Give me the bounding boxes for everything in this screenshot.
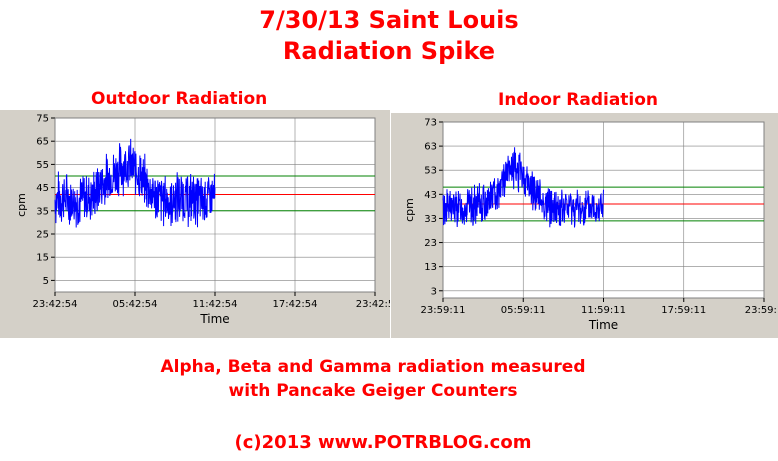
y-tick-label: 53 xyxy=(424,166,437,177)
y-tick-label: 5 xyxy=(43,276,49,287)
y-axis-label: cpm xyxy=(403,198,416,222)
footer-copyright: (c)2013 www.POTRBLOG.com xyxy=(234,432,532,453)
y-tick-label: 33 xyxy=(424,214,437,225)
y-tick-label: 35 xyxy=(36,206,49,217)
x-tick-label: 17:42:54 xyxy=(273,299,318,310)
y-tick-label: 13 xyxy=(424,262,437,273)
indoor-chart: 3 13 23 33 43 53 63 73 23:59:11 05:59:11 11:59:11 1… xyxy=(403,118,778,333)
series-line xyxy=(442,147,604,228)
x-tick-label: 11:42:54 xyxy=(193,299,238,310)
indoor-chart-panel: 3 13 23 33 43 53 63 73 23:59:11 05:59:11 11:59:11 1… xyxy=(391,113,778,338)
outdoor-chart-title: Outdoor Radiation xyxy=(91,89,268,109)
y-tick-label: 55 xyxy=(36,160,49,171)
x-tick-label: 17:59:11 xyxy=(661,305,706,316)
y-tick-label: 75 xyxy=(36,114,49,125)
x-tick-label: 23:59:1 xyxy=(745,305,778,316)
y-tick-label: 23 xyxy=(424,238,437,249)
x-tick-label: 23:42:54 xyxy=(33,299,78,310)
y-tick-label: 45 xyxy=(36,183,49,194)
outdoor-chart-panel: 5 15 25 35 45 55 65 75 23:42:54 05:42:54 11:42:54 1… xyxy=(0,110,390,338)
y-tick-label: 65 xyxy=(36,137,49,148)
x-axis-label: Time xyxy=(588,318,618,332)
x-tick-label: 05:42:54 xyxy=(113,299,158,310)
y-tick-label: 3 xyxy=(431,286,437,297)
x-axis-label: Time xyxy=(199,312,229,326)
series-line xyxy=(54,138,216,228)
footer-line-2: with Pancake Geiger Counters xyxy=(228,381,518,401)
headline-date-location: 7/30/13 Saint Louis xyxy=(259,6,519,34)
y-tick-label: 63 xyxy=(424,142,437,153)
y-tick-label: 25 xyxy=(36,230,49,241)
y-axis-label: cpm xyxy=(15,193,28,217)
x-tick-label: 23:42:5 xyxy=(356,299,390,310)
x-tick-label: 11:59:11 xyxy=(581,305,626,316)
x-tick-label: 05:59:11 xyxy=(501,305,546,316)
y-tick-label: 15 xyxy=(36,253,49,264)
footer-line-1: Alpha, Beta and Gamma radiation measured xyxy=(160,357,586,377)
headline-subtitle: Radiation Spike xyxy=(282,37,496,65)
x-tick-label: 23:59:11 xyxy=(421,305,466,316)
y-tick-label: 73 xyxy=(424,118,437,129)
y-tick-label: 43 xyxy=(424,190,437,201)
outdoor-chart: 5 15 25 35 45 55 65 75 23:42:54 05:42:54 11:42:54 1… xyxy=(15,114,390,327)
indoor-chart-title: Indoor Radiation xyxy=(498,90,659,110)
